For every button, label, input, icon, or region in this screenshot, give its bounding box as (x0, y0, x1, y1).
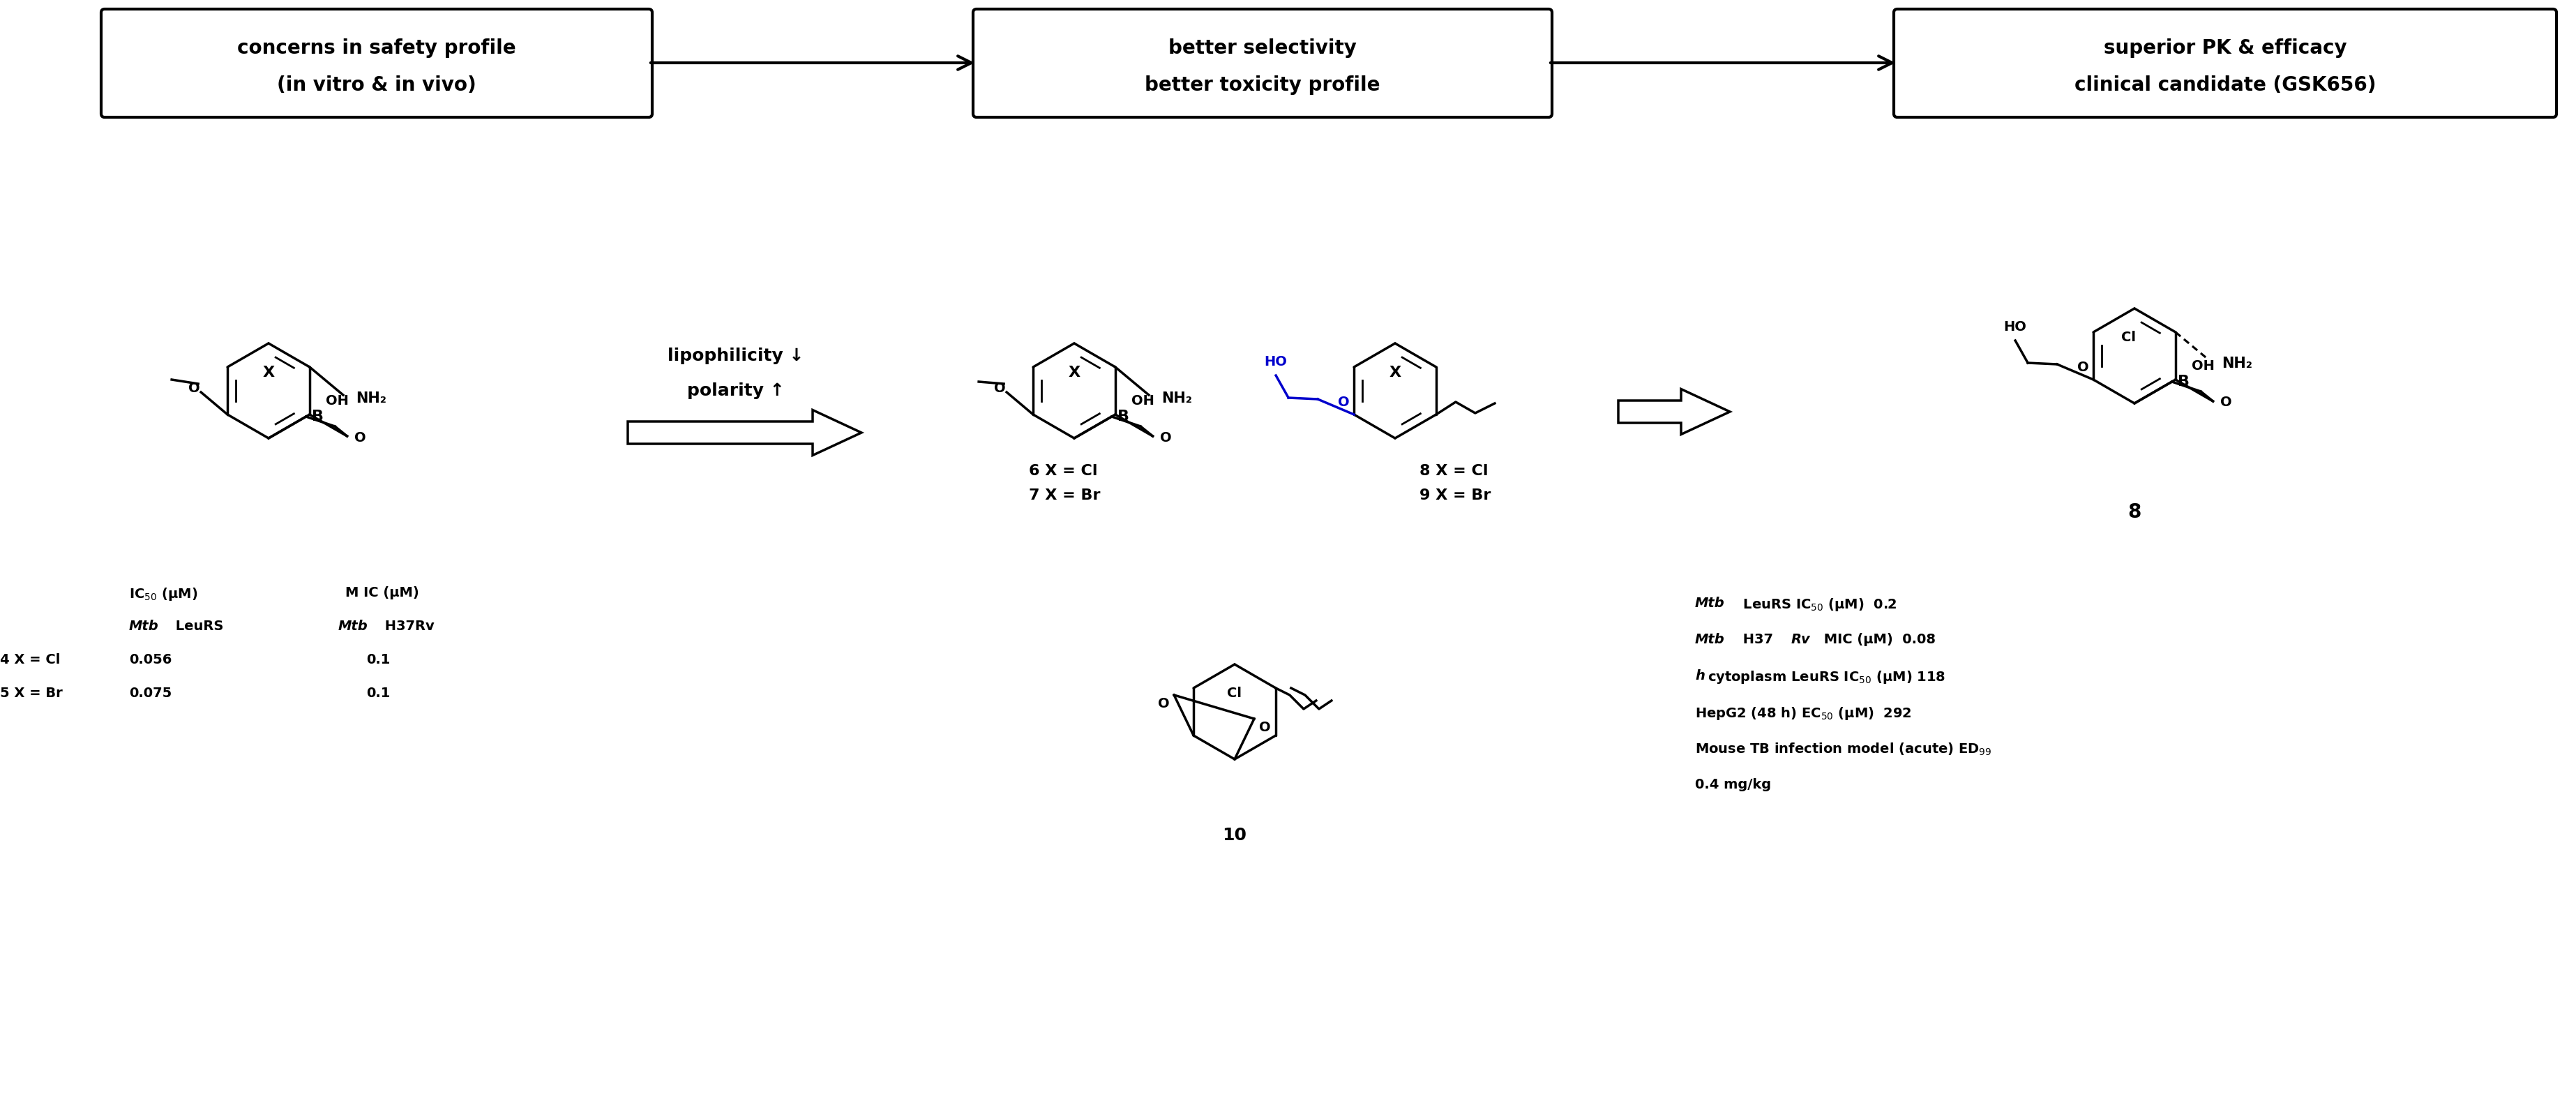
FancyBboxPatch shape (1893, 9, 2555, 118)
Text: 10: 10 (1224, 827, 1247, 843)
Text: Cl: Cl (2123, 330, 2136, 344)
Polygon shape (629, 410, 860, 456)
Text: 0.4 mg/kg: 0.4 mg/kg (1695, 778, 1772, 792)
Text: clinical candidate (GSK656): clinical candidate (GSK656) (2074, 76, 2375, 95)
Text: B: B (1118, 410, 1128, 423)
Text: Mtb: Mtb (129, 619, 160, 633)
Text: concerns in safety profile: concerns in safety profile (237, 38, 515, 58)
Text: 4 X = Cl: 4 X = Cl (0, 653, 59, 666)
Text: (in vitro & in vivo): (in vitro & in vivo) (278, 76, 477, 95)
Text: HO: HO (1265, 355, 1288, 368)
Text: Mtb: Mtb (1695, 597, 1726, 610)
Text: 7 X = Br: 7 X = Br (1028, 488, 1100, 503)
Text: O: O (1260, 720, 1270, 734)
Text: 8 X = Cl: 8 X = Cl (1419, 464, 1489, 478)
Text: Mtb: Mtb (337, 619, 368, 633)
Text: B: B (2177, 375, 2190, 389)
Text: HO: HO (2004, 320, 2027, 334)
Text: OH: OH (2192, 360, 2215, 373)
Text: O: O (2076, 361, 2089, 374)
Text: 0.1: 0.1 (366, 653, 389, 666)
Text: 0.056: 0.056 (129, 653, 173, 666)
Text: NH₂: NH₂ (355, 392, 386, 405)
Text: O: O (1159, 431, 1172, 445)
Text: X: X (263, 365, 276, 380)
Text: O: O (994, 382, 1005, 395)
Text: 9 X = Br: 9 X = Br (1419, 488, 1492, 503)
Polygon shape (1618, 389, 1731, 435)
Text: O: O (1337, 396, 1350, 409)
Text: 6 X = Cl: 6 X = Cl (1028, 464, 1097, 478)
Text: better selectivity: better selectivity (1170, 38, 1358, 58)
Text: LeuRS: LeuRS (170, 619, 224, 633)
Text: 0.1: 0.1 (366, 687, 389, 700)
Text: 0.075: 0.075 (129, 687, 173, 700)
Text: IC$_{50}$ (μM): IC$_{50}$ (μM) (129, 586, 198, 603)
Text: OH: OH (1131, 394, 1154, 408)
Text: MIC (μM)  0.08: MIC (μM) 0.08 (1819, 633, 1935, 646)
Text: LeuRS IC$_{50}$ (μM)  0.2: LeuRS IC$_{50}$ (μM) 0.2 (1739, 597, 1896, 613)
Text: HepG2 (48 h) EC$_{50}$ (μM)  292: HepG2 (48 h) EC$_{50}$ (μM) 292 (1695, 706, 1911, 721)
Text: X: X (1069, 365, 1079, 380)
Text: cytoplasm LeuRS IC$_{50}$ (μM) 118: cytoplasm LeuRS IC$_{50}$ (μM) 118 (1708, 670, 1945, 685)
Text: 8: 8 (2128, 503, 2141, 522)
Text: M IC (μM): M IC (μM) (345, 586, 420, 599)
FancyBboxPatch shape (100, 9, 652, 118)
Text: NH₂: NH₂ (1162, 392, 1193, 405)
Text: Rv: Rv (1790, 633, 1811, 646)
Text: h: h (1695, 670, 1705, 682)
Text: lipophilicity ↓: lipophilicity ↓ (667, 347, 804, 364)
Text: NH₂: NH₂ (2221, 356, 2251, 371)
Text: OH: OH (325, 394, 348, 408)
Text: polarity ↑: polarity ↑ (688, 382, 786, 399)
Text: Mouse TB infection model (acute) ED$_{99}$: Mouse TB infection model (acute) ED$_{99… (1695, 741, 1991, 757)
Text: X: X (1388, 365, 1401, 380)
Text: O: O (2221, 396, 2231, 409)
Text: H37: H37 (1739, 633, 1772, 646)
Text: O: O (188, 382, 201, 395)
Text: H37Rv: H37Rv (381, 619, 435, 633)
Text: O: O (1157, 697, 1170, 710)
Text: 5 X = Br: 5 X = Br (0, 687, 62, 700)
Text: O: O (353, 431, 366, 445)
Text: superior PK & efficacy: superior PK & efficacy (2105, 38, 2347, 58)
Text: Cl: Cl (1226, 687, 1242, 700)
Text: Mtb: Mtb (1695, 633, 1726, 646)
Text: B: B (312, 410, 325, 423)
Text: better toxicity profile: better toxicity profile (1144, 76, 1381, 95)
FancyBboxPatch shape (974, 9, 1551, 118)
